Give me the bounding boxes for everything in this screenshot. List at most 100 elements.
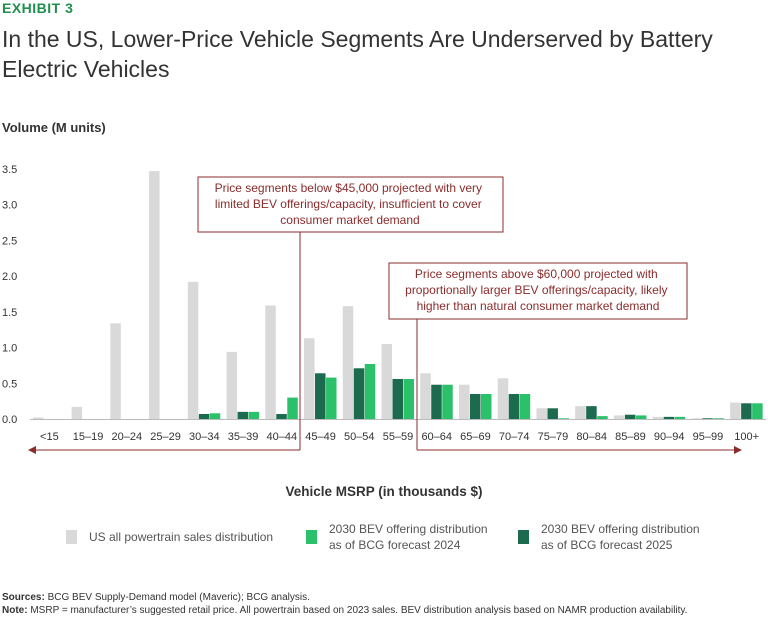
bar-bev2025-6 (276, 414, 287, 419)
x-tick-label: 55–59 (383, 431, 414, 443)
legend-label-bev2024-line2: as of BCG forecast 2024 (329, 538, 461, 552)
note-text: MSRP = manufacturer’s suggested retail p… (30, 605, 688, 616)
y-tick-label: 2.5 (2, 235, 17, 247)
chart-title: In the US, Lower-Price Vehicle Segments … (2, 26, 713, 82)
bar-bev2025-9 (392, 379, 403, 419)
bar-us-5 (226, 351, 238, 419)
bar-us-17 (691, 418, 702, 419)
legend-label-bev2025: 2030 BEV offering distribution as of BCG… (541, 521, 700, 553)
bar-us-11 (458, 384, 470, 419)
bar-bev2024-5 (248, 411, 260, 419)
x-tick-label: 75–79 (538, 431, 569, 443)
legend-label-bev2024: 2030 BEV offering distribution as of BCG… (329, 521, 488, 553)
y-tick-label: 2.0 (2, 271, 17, 283)
bar-us-4 (187, 281, 199, 419)
bar-bev2025-17 (702, 418, 713, 419)
bar-bev2024-17 (713, 418, 724, 419)
y-axis-label: Volume (M units) (2, 120, 106, 135)
x-axis-label: Vehicle MSRP (in thousands $) (285, 484, 483, 499)
bar-us-18 (730, 402, 741, 419)
bar-us-0 (32, 417, 44, 419)
y-tick-label: 0.0 (2, 414, 17, 426)
bar-bev2024-13 (558, 418, 569, 419)
sources-label: Sources: (2, 592, 45, 603)
annotation-left-arrowhead (28, 446, 36, 454)
bar-bev2024-9 (403, 379, 414, 419)
bar-chart: <15 15–19 20–24 25–29 30–34 35–39 40–44 45–49 50… (2, 164, 766, 454)
x-tick-label: 95–99 (693, 431, 724, 443)
bar-us-15 (613, 415, 625, 419)
bar-bev2025-12 (508, 394, 520, 419)
x-tick-label: 35–39 (228, 431, 259, 443)
note-line: Note: MSRP = manufacturer’s suggested re… (2, 604, 687, 617)
legend-swatch-bev2024 (306, 530, 317, 544)
bar-us-14 (575, 406, 586, 419)
legend-swatch-us (66, 530, 77, 544)
x-tick-label: 40–44 (266, 431, 297, 443)
x-tick-label: 85–89 (615, 431, 646, 443)
bar-us-9 (381, 344, 392, 419)
bar-bev2025-13 (547, 408, 558, 419)
bar-us-16 (652, 416, 664, 419)
bar-bev2024-7 (326, 377, 337, 419)
bar-us-8 (342, 306, 354, 419)
x-tick-label: 60–64 (421, 431, 452, 443)
x-tick-label: 90–94 (654, 431, 685, 443)
bar-bev2025-4 (198, 414, 210, 419)
x-tick-label: 25–29 (150, 431, 181, 443)
bar-us-12 (497, 378, 509, 419)
bar-bev2024-15 (635, 415, 647, 419)
x-tick-label: 15–19 (73, 431, 104, 443)
annotation-right-arrowhead (734, 446, 742, 454)
bar-bev2025-5 (237, 411, 249, 419)
bar-us-1 (71, 406, 83, 419)
bar-us-7 (304, 338, 315, 419)
bar-bev2024-14 (597, 416, 608, 419)
bar-bev2024-10 (442, 384, 453, 419)
sources-line: Sources: BCG BEV Supply-Demand model (Ma… (2, 591, 687, 604)
x-tick-label: 50–54 (344, 431, 375, 443)
x-tick-label: 45–49 (305, 431, 336, 443)
x-tick-label: 30–34 (189, 431, 220, 443)
bar-us-6 (265, 305, 276, 419)
bar-bev2024-6 (287, 397, 298, 419)
bar-bev2025-7 (315, 373, 326, 419)
annotation-right-text: Price segments above $60,000 projected w… (405, 267, 671, 313)
bar-bev2025-11 (469, 394, 481, 419)
sources-text: BCG BEV Supply-Demand model (Maveric); B… (47, 592, 310, 603)
bar-bev2025-8 (353, 368, 365, 419)
x-tick-label: 20–24 (112, 431, 143, 443)
legend-label-us: US all powertrain sales distribution (89, 530, 274, 544)
x-tick-label: 65–69 (460, 431, 491, 443)
x-tick-label: 100+ (734, 431, 759, 443)
x-tick-label: 80–84 (576, 431, 607, 443)
legend-label-bev2025-line1: 2030 BEV offering distribution (541, 522, 700, 536)
bar-bev2025-14 (586, 406, 597, 419)
y-tick-label: 0.5 (2, 378, 17, 390)
legend-item-bev2025: 2030 BEV offering distribution as of BCG… (518, 521, 700, 553)
bar-bev2024-16 (674, 416, 686, 419)
annotation-right-box (388, 262, 688, 320)
legend-item-us: US all powertrain sales distribution (66, 529, 273, 545)
annotation-left-box (197, 176, 504, 233)
bar-bev2025-10 (431, 384, 442, 419)
bar-bev2024-4 (209, 413, 221, 419)
bar-us-2 (110, 323, 121, 419)
y-tick-label: 3.0 (2, 200, 17, 212)
bar-us-10 (420, 373, 431, 419)
annotation-left-text: Price segments below $45,000 projected w… (215, 181, 486, 227)
y-tick-label: 3.5 (2, 164, 17, 176)
y-tick-label: 1.5 (2, 307, 17, 319)
exhibit-label: EXHIBIT 3 (2, 0, 74, 16)
legend-swatch-bev2025 (518, 530, 529, 544)
bar-bev2024-11 (480, 394, 492, 419)
bar-bev2025-16 (663, 416, 675, 419)
bar-bev2024-12 (519, 394, 531, 419)
bar-us-3 (149, 171, 160, 419)
bar-bev2025-18 (741, 403, 752, 419)
y-tick-label: 1.0 (2, 343, 17, 355)
bar-bev2025-15 (624, 414, 636, 419)
bar-bev2024-8 (364, 364, 376, 419)
legend-item-bev2024: 2030 BEV offering distribution as of BCG… (306, 521, 488, 553)
note-label: Note: (2, 605, 28, 616)
